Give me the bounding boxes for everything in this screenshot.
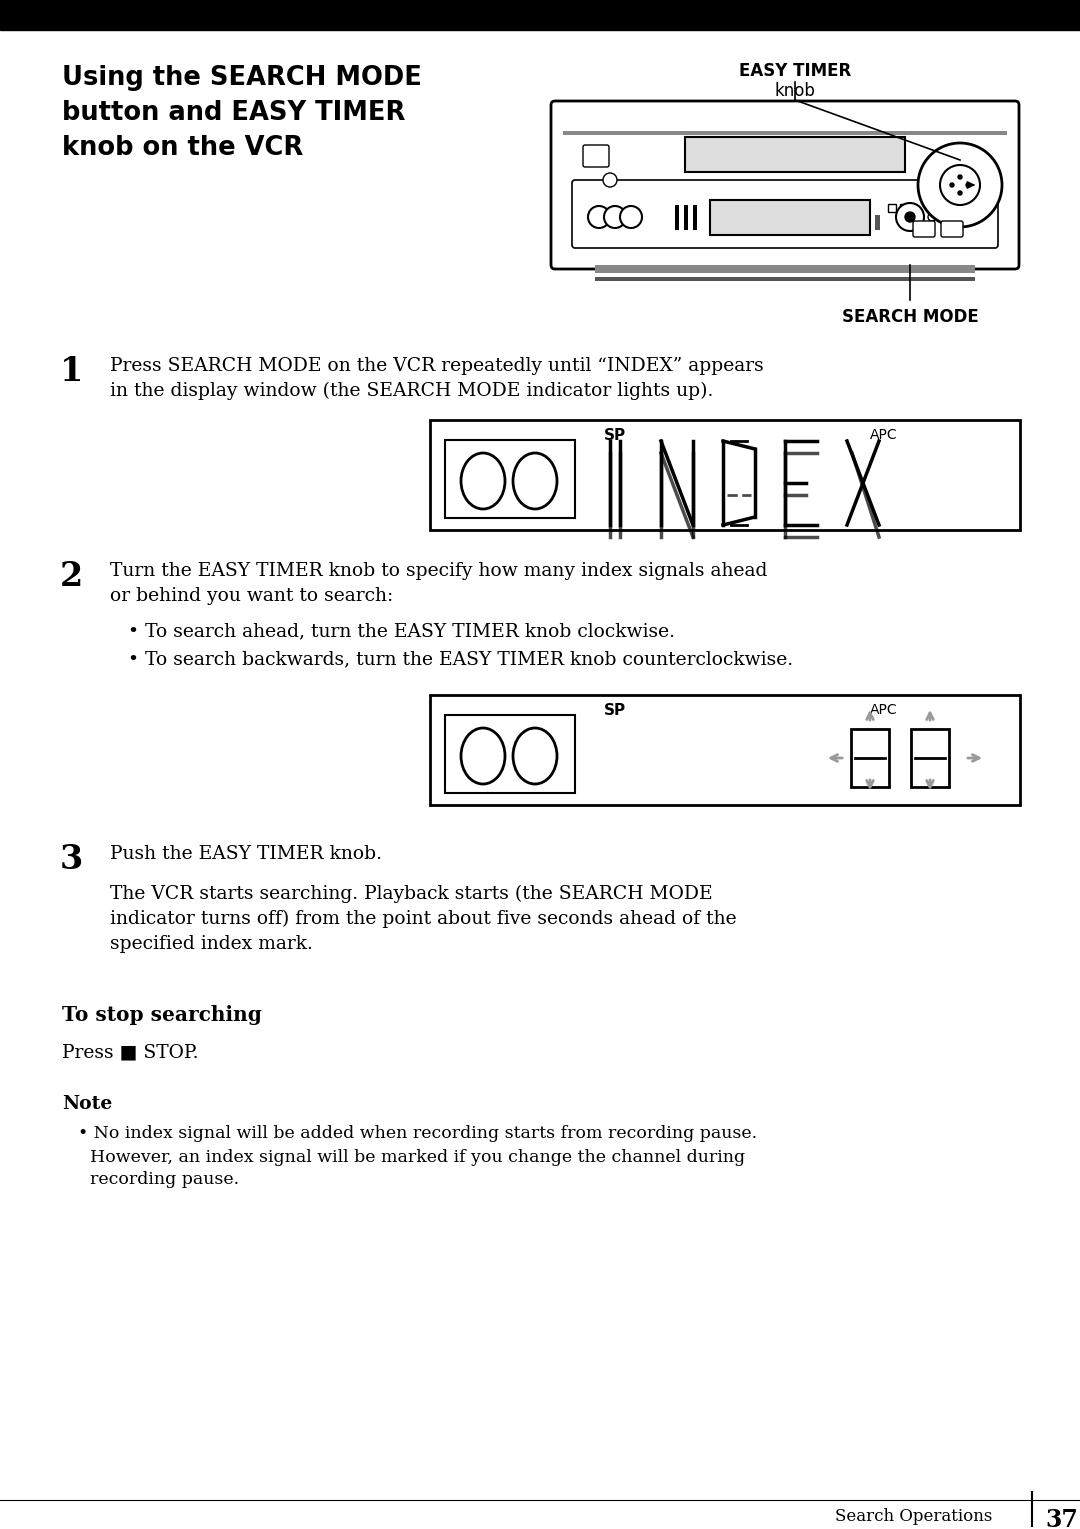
Circle shape xyxy=(604,206,626,228)
Bar xyxy=(684,205,688,229)
Bar xyxy=(710,200,870,235)
Text: EASY TIMER: EASY TIMER xyxy=(739,63,851,80)
Text: However, an index signal will be marked if you change the channel during: However, an index signal will be marked … xyxy=(90,1148,745,1167)
Bar xyxy=(851,729,889,787)
Circle shape xyxy=(591,209,603,222)
Text: SEARCH MODE: SEARCH MODE xyxy=(841,307,978,326)
Bar xyxy=(595,265,975,274)
FancyBboxPatch shape xyxy=(551,101,1020,269)
Text: knob on the VCR: knob on the VCR xyxy=(62,135,303,161)
FancyBboxPatch shape xyxy=(941,222,963,237)
Bar xyxy=(563,131,1007,135)
Bar xyxy=(900,203,908,213)
Ellipse shape xyxy=(461,453,505,509)
Bar xyxy=(445,440,575,518)
Circle shape xyxy=(896,203,924,231)
Text: Push the EASY TIMER knob.: Push the EASY TIMER knob. xyxy=(110,846,382,862)
Circle shape xyxy=(591,209,603,222)
Bar xyxy=(445,716,575,794)
Ellipse shape xyxy=(513,728,557,784)
Text: Using the SEARCH MODE: Using the SEARCH MODE xyxy=(62,66,422,92)
Text: 2: 2 xyxy=(60,560,83,593)
Circle shape xyxy=(588,206,610,228)
Text: indicator turns off) from the point about five seconds ahead of the: indicator turns off) from the point abou… xyxy=(110,910,737,928)
FancyBboxPatch shape xyxy=(913,222,935,237)
Circle shape xyxy=(603,173,617,187)
Bar xyxy=(430,420,1020,531)
Text: Press SEARCH MODE on the VCR repeatedly until “INDEX” appears: Press SEARCH MODE on the VCR repeatedly … xyxy=(110,356,764,375)
Circle shape xyxy=(958,174,962,179)
Bar xyxy=(685,138,905,171)
Text: specified index mark.: specified index mark. xyxy=(110,936,313,953)
Text: Press ■ STOP.: Press ■ STOP. xyxy=(62,1043,199,1061)
Text: • No index signal will be added when recording starts from recording pause.: • No index signal will be added when rec… xyxy=(78,1125,757,1142)
Circle shape xyxy=(950,183,954,187)
Circle shape xyxy=(928,213,936,222)
Text: or behind you want to search:: or behind you want to search: xyxy=(110,587,393,605)
Text: button and EASY TIMER: button and EASY TIMER xyxy=(62,99,405,125)
Text: APC: APC xyxy=(870,703,897,717)
Text: Note: Note xyxy=(62,1095,112,1113)
Text: Turn the EASY TIMER knob to specify how many index signals ahead: Turn the EASY TIMER knob to specify how … xyxy=(110,563,768,579)
Circle shape xyxy=(620,206,642,228)
Bar xyxy=(675,205,679,229)
Text: recording pause.: recording pause. xyxy=(90,1171,239,1188)
Text: The VCR starts searching. Playback starts (the SEARCH MODE: The VCR starts searching. Playback start… xyxy=(110,885,713,904)
Bar xyxy=(0,0,1080,31)
Circle shape xyxy=(905,213,915,222)
Bar xyxy=(595,277,975,281)
Text: SP: SP xyxy=(604,703,626,719)
Bar xyxy=(912,729,949,787)
Bar xyxy=(693,205,697,229)
Text: 37: 37 xyxy=(1045,1508,1078,1529)
Bar xyxy=(875,216,880,229)
Text: knob: knob xyxy=(774,83,815,99)
Circle shape xyxy=(918,144,1002,226)
Ellipse shape xyxy=(461,728,505,784)
Text: • To search backwards, turn the EASY TIMER knob counterclockwise.: • To search backwards, turn the EASY TIM… xyxy=(129,650,793,668)
Circle shape xyxy=(940,165,980,205)
Text: SP: SP xyxy=(604,428,626,443)
Text: 3: 3 xyxy=(60,842,83,876)
Ellipse shape xyxy=(513,453,557,509)
FancyBboxPatch shape xyxy=(583,145,609,167)
Circle shape xyxy=(966,183,970,187)
Bar xyxy=(888,203,896,213)
FancyBboxPatch shape xyxy=(572,180,998,248)
Text: APC: APC xyxy=(870,428,897,442)
Bar xyxy=(430,696,1020,804)
Text: 1: 1 xyxy=(60,355,83,388)
Text: To stop searching: To stop searching xyxy=(62,1005,261,1024)
Circle shape xyxy=(591,209,603,222)
Text: Search Operations: Search Operations xyxy=(835,1508,993,1524)
Text: in the display window (the SEARCH MODE indicator lights up).: in the display window (the SEARCH MODE i… xyxy=(110,382,714,401)
Text: • To search ahead, turn the EASY TIMER knob clockwise.: • To search ahead, turn the EASY TIMER k… xyxy=(129,622,675,641)
Circle shape xyxy=(958,191,962,196)
